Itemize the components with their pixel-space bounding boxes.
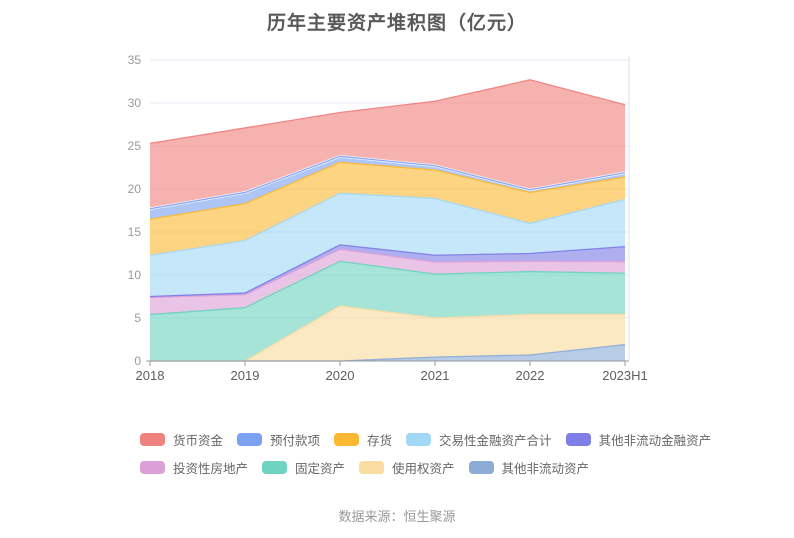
x-axis-tick-label: 2022 [516, 368, 545, 383]
y-axis-tick-label: 35 [128, 53, 142, 67]
legend-item-存货[interactable]: 存货 [334, 430, 392, 449]
area-固定资产 [150, 261, 625, 361]
edge-line-投资性房地产 [149, 248, 626, 299]
area-存货 [150, 162, 625, 256]
legend-swatch-icon [140, 461, 165, 474]
legend-label: 货币资金 [173, 434, 224, 448]
legend-swatch-icon [334, 433, 360, 446]
y-axis-tick-label: 15 [128, 225, 142, 239]
y-axis-tick-label: 20 [128, 182, 142, 196]
chart-title: 历年主要资产堆积图（亿元） [266, 13, 527, 34]
legend-item-投资性房地产[interactable]: 投资性房地产 [140, 458, 248, 477]
legend-label: 其他非流动资产 [501, 462, 590, 476]
legend-item-其他非流动金融资产[interactable]: 其他非流动金融资产 [565, 430, 712, 449]
legend-item-交易性金融资产合计[interactable]: 交易性金融资产合计 [406, 430, 552, 449]
stacked-area-plot: 2018 2019 2020 2021 2022 2023H1 0 5 10 15 20 25 30 35 [128, 53, 648, 383]
legend-item-货币资金[interactable]: 货币资金 [140, 430, 223, 449]
y-axis-tick-label: 0 [134, 354, 141, 368]
x-axis-tick-label: 2019 [231, 368, 260, 383]
legend-label: 固定资产 [295, 462, 346, 476]
y-axis-tick-label: 10 [128, 268, 142, 282]
legend-swatch-icon [140, 433, 165, 446]
legend-label: 存货 [367, 434, 393, 448]
legend-item-使用权资产[interactable]: 使用权资产 [359, 458, 455, 477]
x-axis-tick-label: 2021 [421, 368, 450, 383]
area-其他非流动资产 [150, 344, 625, 361]
edge-line-货币资金 [149, 79, 626, 145]
x-axis-tick-label: 2023H1 [602, 368, 648, 383]
legend-label: 交易性金融资产合计 [439, 434, 552, 448]
legend-row: 投资性房地产 固定资产 使用权资产 其他非流动资产 [140, 458, 700, 477]
legend-swatch-icon [406, 433, 432, 446]
legend-label: 使用权资产 [392, 462, 455, 476]
y-axis-tick-label: 30 [128, 96, 142, 110]
legend-swatch-icon [262, 461, 288, 474]
legend-swatch-icon [565, 433, 591, 446]
area-使用权资产 [150, 305, 625, 361]
area-投资性房地产 [150, 249, 625, 315]
x-axis-tick-label: 2018 [136, 368, 165, 383]
y-axis-tick-label: 25 [128, 139, 142, 153]
x-axis-tick-label: 2020 [326, 368, 355, 383]
area-交易性金融资产合计 [150, 193, 625, 297]
legend-row: 货币资金 预付款项 存货 交易性金融资产合计 其他非流动金融资产 [140, 430, 711, 449]
area-其他非流动金融资产 [150, 244, 625, 298]
data-source-note: 数据来源：恒生聚源 [338, 509, 456, 524]
legend-item-固定资产[interactable]: 固定资产 [262, 458, 345, 477]
legend-label: 预付款项 [270, 434, 321, 448]
legend-item-其他非流动资产[interactable]: 其他非流动资产 [468, 458, 590, 477]
legend-item-预付款项[interactable]: 预付款项 [237, 430, 320, 449]
legend-swatch-icon [359, 461, 385, 474]
chart-legend: 货币资金 预付款项 存货 交易性金融资产合计 其他非流动金融资产投资性房地产 固定资产 使用… [140, 430, 711, 477]
y-axis-tick-label: 5 [134, 311, 141, 325]
legend-label: 投资性房地产 [173, 462, 249, 476]
legend-label: 其他非流动金融资产 [598, 434, 712, 448]
edge-line-固定资产 [149, 260, 626, 316]
area-货币资金 [150, 79, 625, 209]
edge-line-其他非流动金融资产 [149, 244, 626, 298]
edge-line-存货 [149, 161, 626, 220]
legend-swatch-icon [468, 461, 494, 474]
legend-swatch-icon [237, 433, 263, 446]
edge-line-预付款项 [149, 155, 626, 210]
edge-line-交易性金融资产合计 [149, 192, 626, 256]
